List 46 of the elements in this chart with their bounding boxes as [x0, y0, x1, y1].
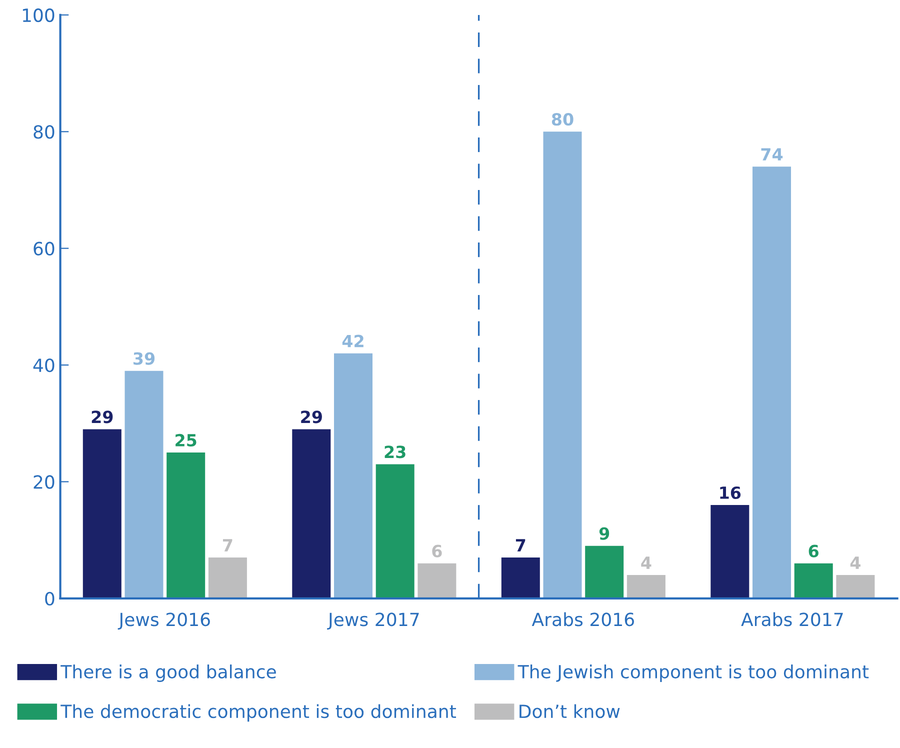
x-tick-label: Arabs 2016	[532, 612, 634, 626]
bar	[794, 563, 833, 598]
bar	[166, 452, 206, 598]
legend-label: The democratic component is too dominant	[60, 704, 456, 722]
bar	[82, 429, 122, 598]
data-label: 29	[92, 410, 113, 424]
bar	[124, 370, 164, 598]
data-label: 16	[720, 486, 741, 500]
x-tick-label: Jews 2017	[327, 612, 419, 630]
bar	[376, 464, 414, 598]
data-label: 39	[134, 352, 155, 365]
legend-label: Don’t know	[520, 704, 620, 718]
y-tick-label: 80	[34, 125, 54, 139]
data-label: 6	[432, 544, 442, 558]
data-label: 29	[301, 410, 322, 424]
y-tick-label: 40	[33, 358, 54, 372]
data-label: 80	[552, 113, 574, 126]
data-label: 7	[516, 539, 526, 552]
data-label: 4	[641, 556, 652, 569]
data-label: 25	[176, 434, 196, 447]
y-tick-label: 0	[45, 592, 54, 606]
bar	[836, 575, 875, 598]
x-tick-label: Arabs 2017	[741, 612, 843, 626]
bar	[752, 166, 791, 598]
data-label: 9	[599, 527, 610, 540]
data-label: 7	[223, 539, 232, 552]
bar	[208, 558, 247, 598]
data-label: 6	[808, 544, 818, 558]
data-label: 42	[342, 334, 364, 348]
bar	[334, 353, 372, 598]
bar	[710, 505, 750, 598]
bar	[626, 575, 666, 598]
bar	[501, 558, 540, 598]
legend-label: There is a good balance	[60, 664, 276, 682]
y-tick-label: 60	[34, 242, 54, 256]
data-label: 4	[850, 556, 860, 569]
y-tick-label: 20	[34, 475, 54, 489]
bar	[292, 429, 331, 598]
data-label: 23	[384, 446, 406, 458]
bar	[585, 546, 624, 598]
bar	[543, 132, 582, 598]
x-tick-label: Jews 2016	[118, 612, 210, 630]
data-label: 74	[761, 148, 783, 160]
y-tick-label: 100	[22, 8, 54, 22]
legend-label: The Jewish component is too dominant	[518, 664, 869, 682]
bar	[418, 563, 456, 598]
